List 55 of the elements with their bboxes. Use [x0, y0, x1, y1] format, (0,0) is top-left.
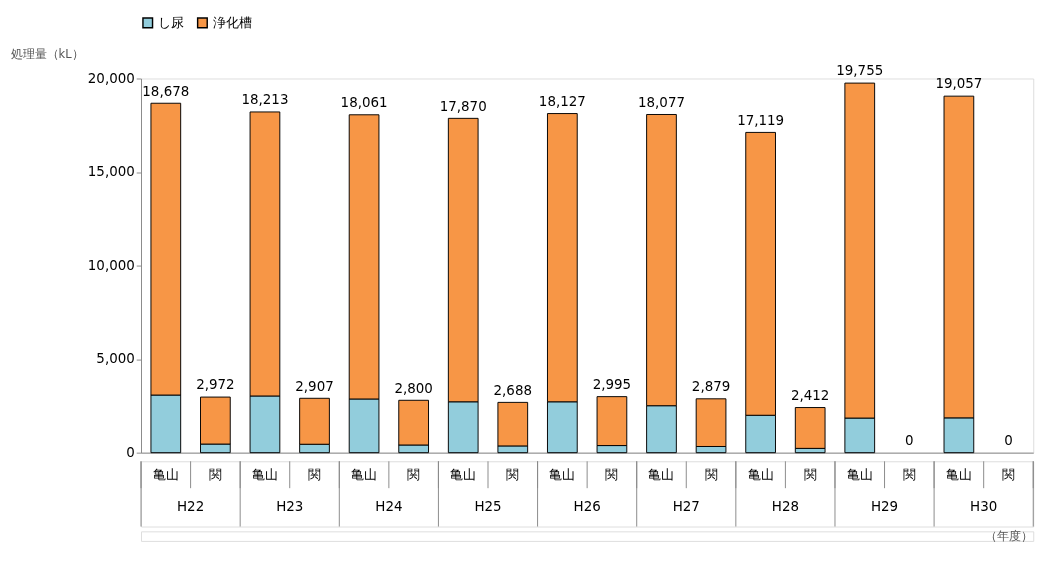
x-tick-label: 亀山 — [549, 466, 576, 482]
x-tick-label: 亀山 — [152, 466, 179, 482]
x-tick-label: 亀山 — [648, 466, 675, 482]
y-tick-label: 10,000 — [87, 257, 135, 273]
bar — [794, 407, 826, 449]
x-tick-label: 亀山 — [747, 466, 774, 482]
x-tick-label: 関 — [308, 466, 322, 482]
text: H23 — [276, 499, 304, 515]
y-tick-label: 15,000 — [87, 164, 135, 180]
x-tick-label: 関 — [407, 466, 421, 482]
total-label: 19,057 — [935, 76, 983, 92]
y-axis-title: 処理量（kL） — [10, 47, 84, 62]
total-label: 17,119 — [737, 112, 785, 128]
y-tick-label: 20,000 — [87, 70, 135, 86]
total-label: 18,127 — [538, 93, 586, 109]
total-label: 18,678 — [142, 83, 190, 99]
y-tick-label: 5,000 — [96, 351, 135, 367]
x-tick-label: 関 — [1001, 466, 1015, 482]
x-tick-label: 関 — [208, 466, 222, 482]
total-label: 2,688 — [493, 382, 532, 398]
x-tick-label: 関 — [902, 466, 916, 482]
total-label: 2,995 — [592, 376, 632, 392]
text: H26 — [573, 499, 601, 515]
legend-label: 浄化槽 — [212, 14, 252, 30]
total-label: 18,213 — [241, 92, 289, 108]
total-label: 18,077 — [638, 94, 685, 110]
total-label: 2,800 — [394, 380, 433, 396]
text: H29 — [870, 499, 899, 515]
total-label: 2,907 — [295, 378, 334, 394]
total-label: 17,870 — [439, 98, 487, 114]
total-label: 0 — [1004, 432, 1013, 448]
text: H25 — [474, 499, 502, 515]
text: H30 — [970, 499, 998, 515]
x-tick-label: 関 — [803, 466, 817, 482]
total-label: 2,412 — [790, 387, 830, 403]
text: H22 — [177, 499, 205, 515]
x-tick-label: 亀山 — [450, 466, 477, 482]
total-label: 18,061 — [340, 95, 388, 111]
x-axis-title: （年度） — [985, 528, 1034, 543]
total-label: 2,879 — [691, 379, 731, 395]
text: H24 — [375, 499, 403, 515]
x-tick-label: 関 — [704, 466, 718, 482]
y-tick-label: 0 — [126, 444, 135, 460]
total-label: 0 — [905, 432, 914, 448]
x-tick-label: 関 — [506, 466, 520, 482]
total-label: 2,972 — [196, 377, 235, 393]
text: H28 — [771, 499, 799, 515]
legend-label: し尿 — [158, 14, 185, 30]
x-tick-label: 亀山 — [846, 466, 873, 482]
x-tick-label: 亀山 — [351, 466, 378, 482]
x-tick-label: 亀山 — [251, 466, 278, 482]
x-tick-label: 亀山 — [945, 466, 972, 482]
total-label: 19,755 — [836, 63, 884, 79]
text: H27 — [672, 499, 700, 515]
x-tick-label: 関 — [605, 466, 619, 482]
